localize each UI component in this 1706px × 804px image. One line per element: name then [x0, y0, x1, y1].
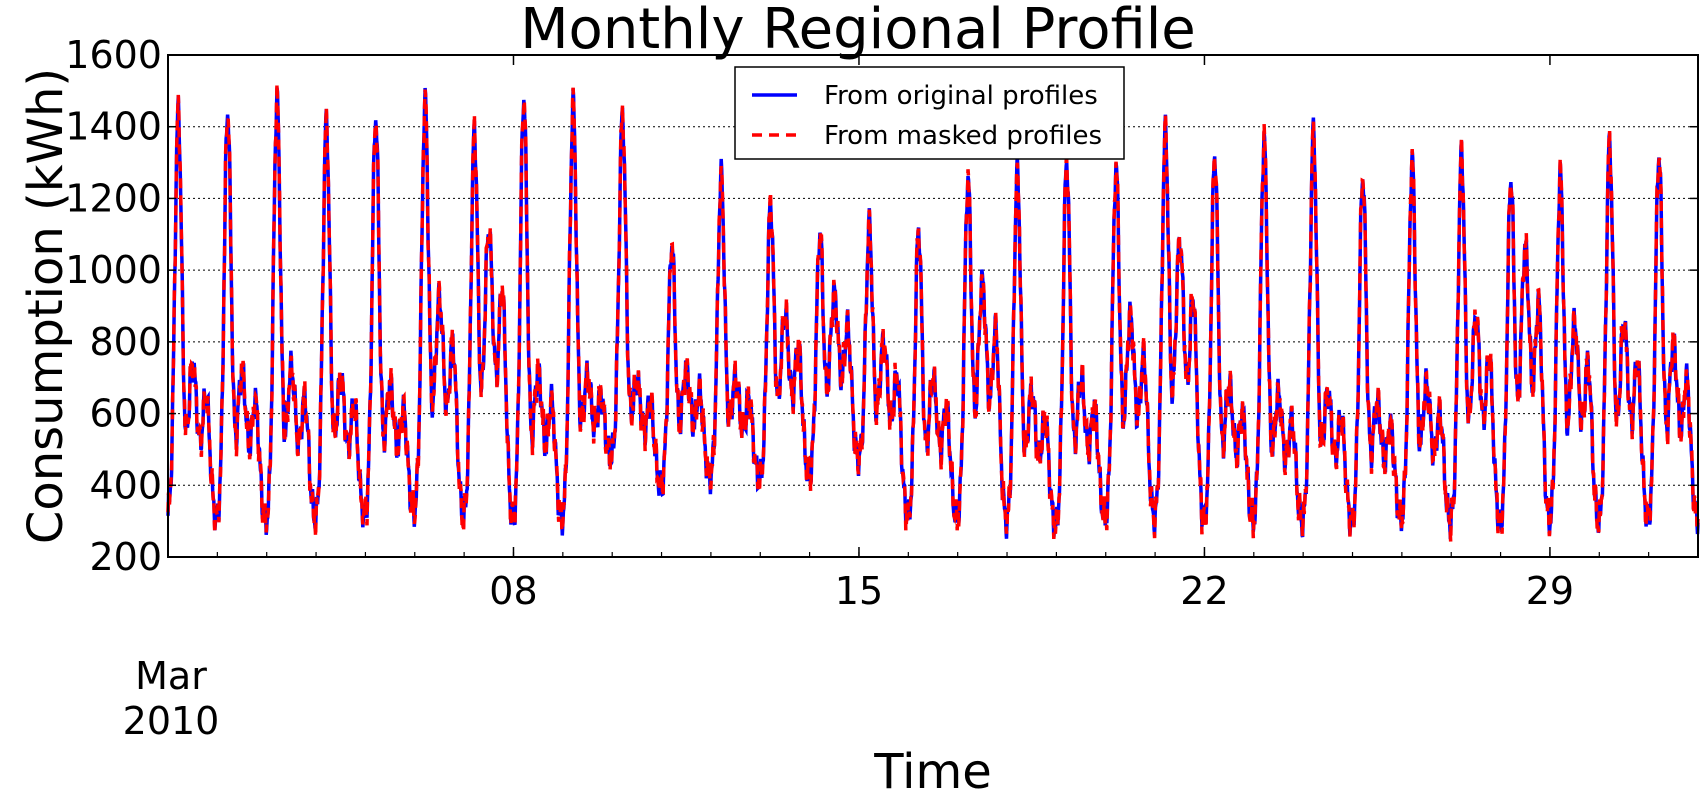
- legend: From original profiles From masked profi…: [734, 66, 1125, 160]
- y-tick-label: 400: [89, 463, 162, 507]
- y-axis: 200 400 600 800 1000 1200 1400 1600: [65, 33, 1698, 579]
- x-sublabel-month: Mar: [135, 654, 207, 698]
- y-tick-label: 200: [89, 535, 162, 579]
- x-tick-label: 22: [1180, 569, 1228, 613]
- series-line-masked: [166, 83, 1700, 543]
- y-tick-label: 1200: [65, 176, 162, 220]
- x-axis: 08 15 22 29: [216, 55, 1650, 613]
- y-tick-label: 600: [89, 392, 162, 436]
- y-axis-title: Consumption (kWh): [18, 68, 74, 544]
- x-tick-label: 08: [489, 569, 537, 613]
- plot-frame: [167, 54, 1699, 558]
- chart-title: Monthly Regional Profile: [520, 0, 1196, 62]
- y-tick-label: 1600: [65, 33, 162, 77]
- y-tick-label: 800: [89, 320, 162, 364]
- x-tick-label: 29: [1526, 569, 1574, 613]
- legend-box: [734, 66, 1125, 160]
- series-layer: [166, 83, 1700, 543]
- legend-label-masked: From masked profiles: [824, 121, 1102, 151]
- x-sublabel-year: 2010: [123, 699, 220, 743]
- y-tick-label: 1400: [65, 105, 162, 149]
- x-axis-title: Time: [873, 744, 991, 800]
- x-tick-label: 15: [835, 569, 883, 613]
- y-tick-label: 1000: [65, 248, 162, 292]
- legend-label-original: From original profiles: [824, 81, 1098, 111]
